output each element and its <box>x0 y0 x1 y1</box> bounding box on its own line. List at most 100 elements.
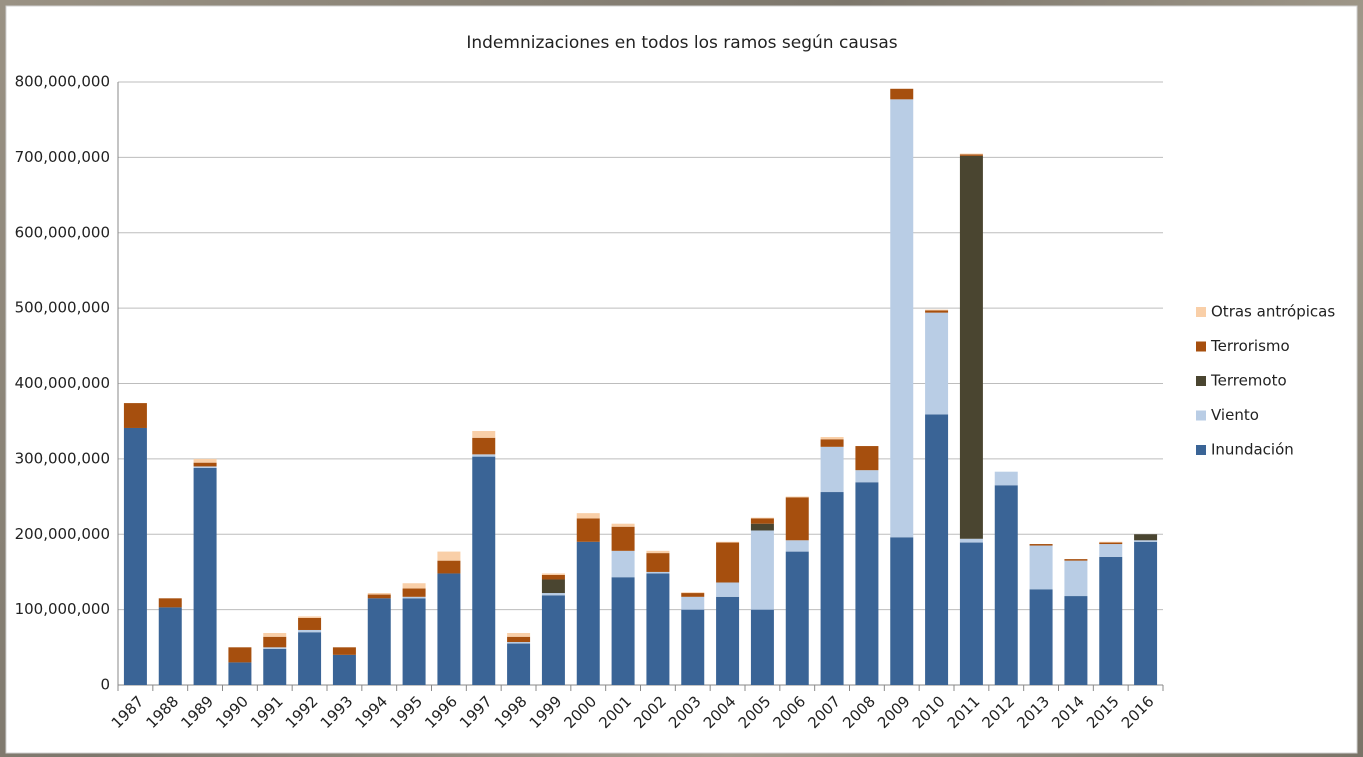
bar-segment <box>159 607 182 685</box>
bar-segment <box>437 573 460 685</box>
y-tick-label: 200,000,000 <box>15 525 110 543</box>
bar-segment <box>890 99 913 537</box>
bar-segment <box>1099 557 1122 685</box>
bar-segment <box>855 446 878 470</box>
bar-segment <box>681 610 704 685</box>
bar-segment <box>368 598 391 685</box>
bar-segment <box>890 537 913 685</box>
bar-segment <box>472 438 495 455</box>
bar-segment <box>612 524 635 527</box>
bar-segment <box>228 647 251 662</box>
bar-segment <box>681 597 704 610</box>
bar-segment <box>925 310 948 311</box>
bar-segment <box>577 518 600 541</box>
bar-segment <box>472 431 495 438</box>
bar-segment <box>542 579 565 593</box>
bar-segment <box>298 630 321 632</box>
bar-segment <box>1030 544 1053 546</box>
bar-segment <box>194 468 217 685</box>
bar-segment <box>1064 559 1087 561</box>
bar-segment <box>1099 543 1122 545</box>
bar-segment <box>646 553 669 572</box>
bar-segment <box>995 472 1018 486</box>
y-tick-label: 0 <box>100 676 110 694</box>
bar-segment <box>960 539 983 543</box>
bar-segment <box>263 649 286 685</box>
bar-segment <box>786 552 809 685</box>
bar-segment <box>472 454 495 456</box>
y-tick-label: 500,000,000 <box>15 299 110 317</box>
bar-segment <box>124 428 147 685</box>
bar-segment <box>821 492 844 685</box>
legend-swatch <box>1196 411 1206 421</box>
bar-segment <box>612 527 635 551</box>
legend-label: Inundación <box>1211 441 1294 459</box>
bar-segment <box>298 616 321 618</box>
bar-segment <box>751 524 774 531</box>
bar-segment <box>263 637 286 648</box>
legend-swatch <box>1196 445 1206 455</box>
bar-segment <box>855 482 878 685</box>
bar-segment <box>298 632 321 685</box>
bar-segment <box>995 485 1018 685</box>
bar-segment <box>751 610 774 685</box>
legend-label: Otras antrópicas <box>1211 303 1335 321</box>
bar-segment <box>821 439 844 447</box>
bar-segment <box>751 530 774 609</box>
legend-swatch <box>1196 342 1206 352</box>
bar-segment <box>821 447 844 492</box>
bar-segment <box>1030 589 1053 685</box>
legend-label: Viento <box>1211 406 1259 424</box>
bar-segment <box>368 595 391 599</box>
bar-segment <box>403 589 426 597</box>
bar-segment <box>542 593 565 595</box>
bar-segment <box>751 518 774 519</box>
y-tick-label: 300,000,000 <box>15 449 110 467</box>
bar-segment <box>194 466 217 468</box>
bar-segment <box>821 437 844 439</box>
bar-segment <box>855 470 878 482</box>
bar-segment <box>925 414 948 685</box>
bar-segment <box>612 577 635 685</box>
bar-segment <box>403 583 426 588</box>
bar-segment <box>646 572 669 574</box>
bar-segment <box>472 457 495 685</box>
bar-segment <box>159 598 182 607</box>
bar-segment <box>437 552 460 561</box>
bar-segment <box>507 642 530 644</box>
bar-segment <box>1134 542 1157 685</box>
bar-segment <box>681 592 704 593</box>
bar-segment <box>194 459 217 463</box>
y-tick-label: 600,000,000 <box>15 223 110 241</box>
legend-label: Terrorismo <box>1210 337 1290 355</box>
bar-segment <box>716 597 739 685</box>
bar-segment <box>646 551 669 553</box>
bar-segment <box>124 403 147 428</box>
bar-segment <box>1134 534 1157 540</box>
bar-segment <box>333 655 356 685</box>
legend-swatch <box>1196 376 1206 386</box>
bar-segment <box>612 551 635 577</box>
bar-segment <box>681 593 704 597</box>
bar-segment <box>577 542 600 685</box>
legend-label: Terremoto <box>1210 372 1287 390</box>
y-tick-label: 700,000,000 <box>15 148 110 166</box>
bar-segment <box>960 156 983 539</box>
bar-segment <box>786 497 809 498</box>
bar-segment <box>960 154 983 156</box>
bar-segment <box>298 618 321 630</box>
chart: Indemnizaciones en todos los ramos según… <box>0 0 1363 757</box>
y-tick-label: 800,000,000 <box>15 73 110 91</box>
bar-segment <box>194 463 217 467</box>
chart-title: Indemnizaciones en todos los ramos según… <box>466 33 897 53</box>
bar-segment <box>542 573 565 575</box>
bar-segment <box>542 595 565 685</box>
bar-segment <box>716 582 739 596</box>
bar-segment <box>368 593 391 595</box>
bar-segment <box>507 633 530 637</box>
bar-segment <box>925 313 948 415</box>
bar-segment <box>960 154 983 155</box>
bar-segment <box>1099 542 1122 543</box>
bar-segment <box>1134 540 1157 542</box>
y-tick-label: 100,000,000 <box>15 600 110 618</box>
